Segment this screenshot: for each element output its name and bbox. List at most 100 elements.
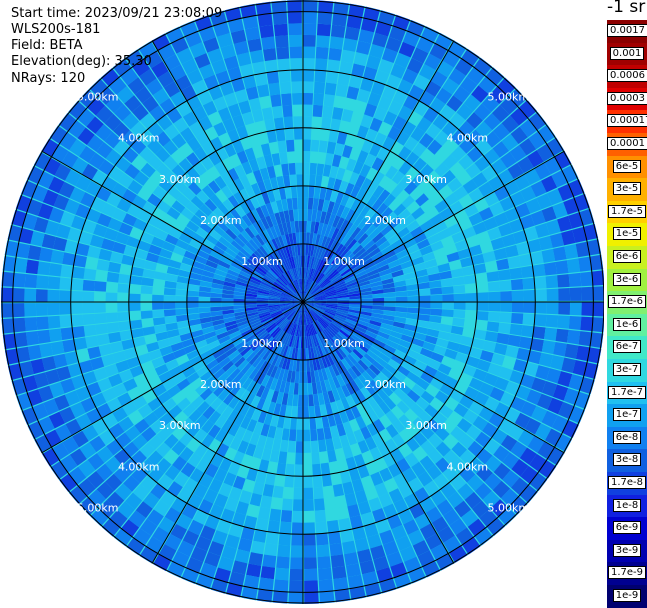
- ppi-cell: [242, 348, 254, 360]
- ppi-cell: [499, 312, 512, 323]
- ppi-cell: [82, 313, 96, 326]
- ppi-cell: [14, 332, 28, 348]
- ppi-cell: [314, 299, 327, 302]
- ppi-cell: [437, 330, 451, 341]
- ppi-cell: [475, 272, 488, 284]
- ppi-cell: [216, 33, 233, 48]
- ppi-cell: [186, 390, 200, 404]
- ppi-cell: [312, 308, 322, 317]
- ppi-cell: [227, 195, 240, 209]
- ppi-cell: [482, 340, 497, 353]
- ppi-cell: [475, 121, 493, 139]
- ppi-cell: [264, 59, 278, 73]
- ppi-cell: [442, 302, 454, 310]
- ppi-cell: [385, 424, 399, 439]
- ppi-cell: [178, 142, 194, 158]
- ppi-cell: [1, 303, 14, 318]
- ppi-cell: [210, 136, 224, 152]
- ppi-cell: [177, 397, 191, 411]
- ppi-cell: [426, 418, 442, 433]
- ppi-cell: [385, 379, 398, 392]
- ppi-cell: [280, 305, 293, 311]
- ppi-cell: [268, 253, 278, 265]
- ppi-cell: [310, 284, 320, 294]
- ppi-cell: [344, 356, 355, 368]
- ppi-cell: [321, 474, 333, 487]
- ppi-cell: [345, 195, 356, 209]
- ppi-cell: [276, 316, 286, 326]
- ppi-cell: [329, 352, 338, 364]
- ppi-cell: [281, 428, 290, 441]
- ppi-cell: [128, 510, 146, 528]
- ppi-cell: [419, 523, 437, 540]
- ppi-cell: [112, 350, 127, 364]
- ppi-cell: [173, 179, 188, 194]
- ppi-cell: [290, 69, 303, 82]
- ppi-cell: [218, 356, 231, 368]
- ppi-cell: [292, 104, 303, 117]
- ppi-cell: [309, 232, 314, 245]
- ppi-cell: [453, 185, 469, 201]
- ppi-cell: [366, 167, 378, 181]
- ppi-cell: [324, 379, 332, 392]
- ppi-cell: [137, 352, 152, 365]
- ppi-cell: [472, 415, 489, 431]
- ppi-cell: [444, 396, 459, 411]
- ppi-cell: [312, 198, 319, 211]
- ppi-cell: [178, 269, 191, 278]
- ppi-cell: [82, 302, 95, 314]
- ppi-cell: [268, 352, 277, 365]
- ppi-cell: [334, 280, 346, 288]
- ppi-cell: [304, 580, 319, 593]
- ppi-cell: [321, 263, 331, 274]
- ppi-cell: [369, 142, 382, 157]
- ppi-cell: [304, 279, 308, 291]
- ring-label: 2.00km: [364, 214, 406, 227]
- ppi-cell: [224, 277, 237, 284]
- ppi-cell: [157, 338, 171, 349]
- ppi-cell: [213, 368, 226, 380]
- ppi-cell: [288, 323, 295, 335]
- ppi-cell: [350, 226, 362, 239]
- ppi-cell: [493, 343, 508, 356]
- ppi-cell: [246, 467, 258, 482]
- ppi-cell: [395, 130, 410, 146]
- ppi-cell: [412, 446, 428, 462]
- ppi-cell: [194, 443, 209, 458]
- ppi-cell: [309, 359, 314, 372]
- ppi-cell: [79, 442, 97, 460]
- ppi-cell: [167, 185, 182, 200]
- ppi-cell: [409, 187, 424, 201]
- ppi-cell: [16, 346, 31, 363]
- ppi-cell: [37, 261, 51, 276]
- ppi-cell: [347, 314, 360, 320]
- ppi-cell: [509, 496, 528, 515]
- ppi-cell: [498, 322, 511, 334]
- ppi-cell: [337, 245, 347, 257]
- ppi-cell: [274, 474, 285, 487]
- ppi-cell: [378, 352, 391, 364]
- ppi-cell: [465, 292, 478, 302]
- ppi-cell: [389, 264, 403, 273]
- ppi-cell: [272, 327, 282, 339]
- ppi-cell: [483, 113, 501, 131]
- ppi-cell: [383, 310, 396, 317]
- ppi-cell: [342, 445, 354, 459]
- ppi-cell: [115, 360, 130, 373]
- ppi-cell: [449, 162, 465, 178]
- ppi-cell: [275, 199, 284, 213]
- ppi-cell: [372, 232, 384, 244]
- ppi-cell: [259, 24, 274, 39]
- ppi-cell: [235, 280, 248, 287]
- ppi-cell: [299, 302, 303, 314]
- ppi-cell: [303, 383, 308, 395]
- ppi-cell: [347, 286, 360, 293]
- ppi-cell: [287, 151, 296, 164]
- ppi-cell: [202, 448, 216, 463]
- ppi-cell: [190, 329, 204, 338]
- ppi-cell: [345, 208, 355, 222]
- ppi-cell: [271, 152, 281, 166]
- ppi-cell: [281, 198, 289, 212]
- ppi-cell: [402, 467, 417, 483]
- ppi-cell: [308, 256, 313, 268]
